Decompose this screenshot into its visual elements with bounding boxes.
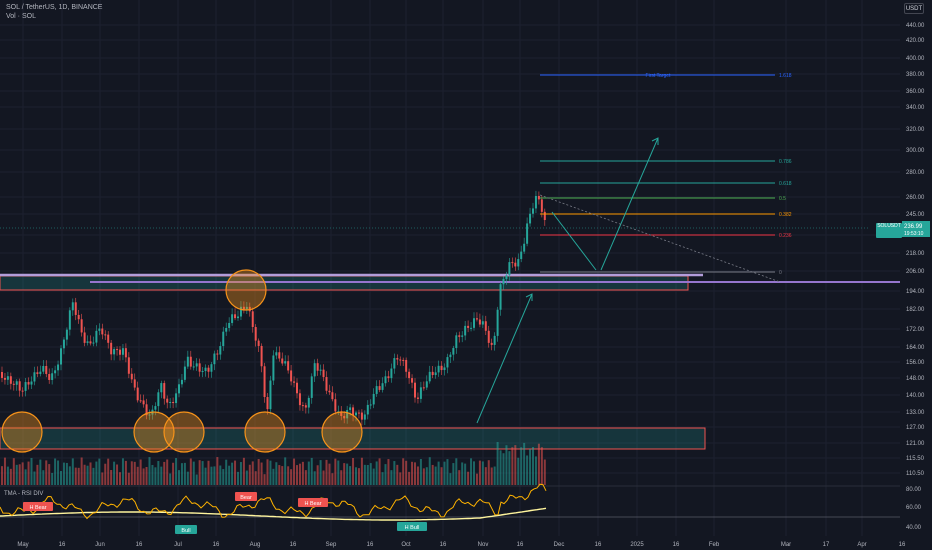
fib-target-label: First Target — [646, 73, 672, 79]
price-tick: 218.00 — [906, 251, 925, 257]
pivot-circle — [244, 411, 286, 453]
rsi-tick: 60.00 — [906, 505, 922, 511]
pivot-circle — [321, 411, 363, 453]
pivot-circle — [163, 411, 205, 453]
price-tick: 121.00 — [906, 441, 925, 447]
price-tick: 400.00 — [906, 56, 925, 62]
rsi-signal-badge — [175, 525, 197, 534]
fib-level-label: 0.786 — [779, 159, 792, 165]
price-tick: 115.50 — [906, 456, 925, 462]
volume-bars — [1, 442, 546, 485]
price-tick: 380.00 — [906, 72, 925, 78]
price-tick: 110.50 — [906, 471, 925, 477]
price-tick: 148.00 — [906, 376, 925, 382]
rsi-line — [0, 483, 547, 520]
rsi-signal-text: H Bear — [304, 501, 321, 507]
price-tick: 133.00 — [906, 410, 925, 416]
price-tick: 280.00 — [906, 170, 925, 176]
time-tick: 2025 — [630, 542, 644, 548]
fib-level-label: 0 — [779, 270, 782, 276]
candlesticks — [1, 190, 546, 426]
time-axis[interactable]: May 16 Jun 16 Jul 16 Aug 16 Sep 16 Oct 16 Nov 16 Dec 16… — [0, 536, 932, 550]
price-tick: 360.00 — [906, 89, 925, 95]
rsi-axis: 80.00 60.00 40.00 — [900, 487, 932, 536]
time-tick: 16 — [595, 542, 602, 548]
price-tick: 156.00 — [906, 360, 925, 366]
pivot-circle — [1, 411, 43, 453]
time-tick: Nov — [478, 542, 489, 548]
fib-level-label: 1.618 — [779, 73, 792, 79]
time-tick: 16 — [367, 542, 374, 548]
price-tick: 300.00 — [906, 148, 925, 154]
rsi-tick: 40.00 — [906, 525, 922, 531]
rsi-signal-line — [0, 507, 547, 521]
time-tick: 16 — [213, 542, 220, 548]
currency-button[interactable]: USDT — [904, 3, 924, 14]
support-resistance-zones — [0, 273, 900, 450]
time-tick: 16 — [440, 542, 447, 548]
time-tick: 17 — [823, 542, 830, 548]
time-tick: Dec — [554, 542, 565, 548]
last-price-value: 236.99 — [904, 224, 923, 230]
time-tick: May — [17, 542, 28, 548]
time-tick: 16 — [673, 542, 680, 548]
price-tick: 172.00 — [906, 327, 925, 333]
time-tick: 16 — [59, 542, 66, 548]
price-tick: 320.00 — [906, 127, 925, 133]
rsi-signal-badge — [23, 502, 53, 511]
rsi-signal-badge — [298, 498, 328, 507]
countdown-value: 19:53:10 — [904, 231, 924, 237]
last-price-tag: SOLUSDT — [876, 223, 902, 238]
rsi-signal-text: Bull — [181, 528, 190, 534]
fibonacci-levels: 1.618 First Target 0.786 0.618 0.5 0.382 0.236… — [540, 73, 792, 276]
time-tick: Aug — [250, 542, 261, 548]
projection-arrows — [476, 137, 781, 424]
price-tick: 140.00 — [906, 393, 925, 399]
pivot-circle — [133, 411, 175, 453]
rsi-indicator-title[interactable]: TMA - RSI DIV — [4, 491, 44, 497]
symbol-title[interactable]: SOL / TetherUS, 1D, BINANCE — [6, 4, 103, 11]
time-tick: Jun — [95, 542, 105, 548]
time-tick: Feb — [709, 542, 720, 548]
rsi-pane: H Bear Bull Bear H Bear H Bull — [0, 483, 900, 534]
rsi-signal-text: Bear — [240, 495, 252, 501]
price-tick: 164.00 — [906, 345, 925, 351]
time-tick: Oct — [401, 542, 411, 548]
price-tick: 260.00 — [906, 195, 925, 201]
time-tick: 16 — [517, 542, 524, 548]
volume-legend: Vol · SOL — [6, 13, 36, 20]
time-tick: 16 — [290, 542, 297, 548]
time-tick: Apr — [857, 542, 866, 548]
price-tick: 206.00 — [906, 269, 925, 275]
time-tick: 16 — [136, 542, 143, 548]
price-tick: 245.00 — [906, 212, 925, 218]
price-tick: 340.00 — [906, 105, 925, 111]
rsi-signal-text: H Bear — [29, 505, 46, 511]
price-tick: 127.00 — [906, 425, 925, 431]
price-tick: 194.00 — [906, 289, 925, 295]
rsi-signal-badge — [235, 492, 257, 501]
fib-level-label: 0.618 — [779, 181, 792, 187]
time-tick: 16 — [899, 542, 906, 548]
pivot-circle — [225, 269, 267, 311]
price-axis[interactable]: 440.00 420.00 400.00 380.00 360.00 340.00 320.… — [900, 0, 932, 536]
fib-level-label: 0.236 — [779, 233, 792, 239]
time-tick: Sep — [326, 542, 337, 548]
rsi-tick: 80.00 — [906, 487, 922, 493]
price-tick: 440.00 — [906, 23, 925, 29]
rsi-signal-badge — [397, 522, 427, 531]
grid-lines — [0, 0, 903, 536]
last-price-symbol: SOLUSDT — [877, 223, 901, 229]
time-tick: Mar — [781, 542, 791, 548]
pivot-circles — [1, 269, 363, 453]
time-tick: Jul — [174, 542, 182, 548]
price-tick: 420.00 — [906, 38, 925, 44]
fib-level-label: 0.382 — [779, 212, 792, 218]
price-tick: 182.00 — [906, 307, 925, 313]
rsi-signal-text: H Bull — [405, 525, 420, 531]
fib-level-label: 0.5 — [779, 196, 786, 202]
